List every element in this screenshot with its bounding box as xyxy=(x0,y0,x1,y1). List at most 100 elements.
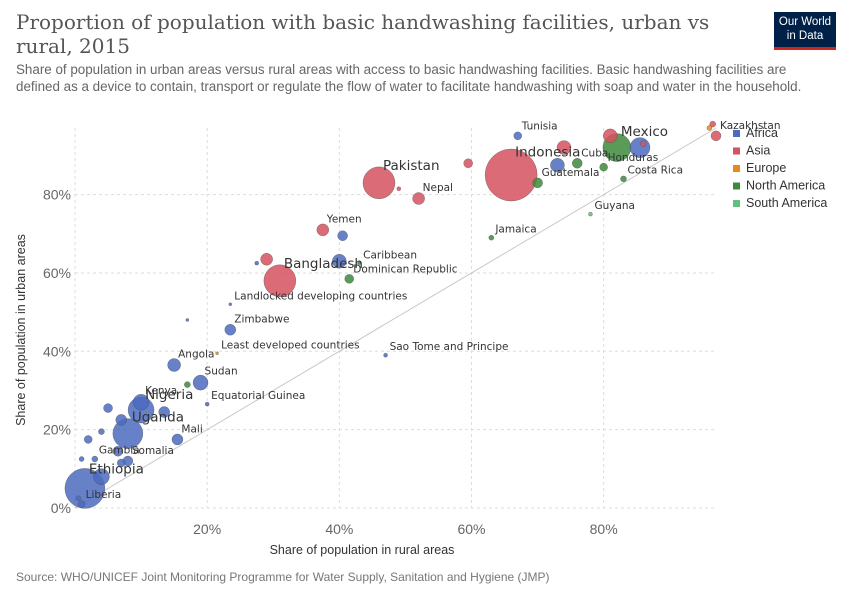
label-sudan: Sudan xyxy=(205,366,238,378)
label-cuba: Cuba xyxy=(581,148,608,160)
point-uganda[interactable] xyxy=(112,418,144,449)
point-zimbabwe[interactable] xyxy=(224,324,237,336)
point-yemen[interactable] xyxy=(316,223,330,237)
point[interactable] xyxy=(706,125,713,131)
point[interactable] xyxy=(254,260,259,266)
label-ethiopia: Ethiopia xyxy=(89,461,144,477)
point-labels: Tunisia Indonesia Pakistan Nepal Mexico Kazak… xyxy=(86,120,781,501)
x-tick-label: 60% xyxy=(457,521,485,537)
label-gambia: Gambia xyxy=(99,444,140,456)
y-axis-ticks: 0% 20% 40% 60% 80% xyxy=(43,187,71,516)
point-guyana[interactable] xyxy=(588,211,593,217)
legend-item-asia[interactable]: Asia xyxy=(746,144,770,158)
point-gambia[interactable] xyxy=(91,455,99,463)
point[interactable] xyxy=(75,495,82,501)
point[interactable] xyxy=(184,381,191,388)
point-jamaica[interactable] xyxy=(488,234,495,241)
owid-logo[interactable]: Our World in Data xyxy=(774,12,836,50)
label-landlocked-developing-countries: Landlocked developing countries xyxy=(234,290,407,302)
y-tick-label: 60% xyxy=(43,265,71,281)
point-caribbean[interactable] xyxy=(357,261,361,265)
legend-item-europe[interactable]: Europe xyxy=(746,161,786,175)
point[interactable] xyxy=(260,252,273,266)
label-bangladesh: Bangladesh xyxy=(284,256,363,272)
point-pakistan[interactable] xyxy=(362,166,396,200)
source-note: Source: WHO/UNICEF Joint Monitoring Prog… xyxy=(16,570,550,584)
point-nepal[interactable] xyxy=(412,192,425,205)
label-yemen: Yemen xyxy=(326,214,362,226)
point-sudan[interactable] xyxy=(192,374,209,391)
scatter-chart: 0% 20% 40% 60% 80% 20% 40% 60% 80% Tunisia Indon… xyxy=(14,120,827,557)
y-tick-label: 20% xyxy=(43,422,71,438)
point[interactable] xyxy=(98,428,105,435)
point-bangladesh[interactable] xyxy=(263,264,297,298)
x-tick-label: 40% xyxy=(325,521,353,537)
y-axis-label: Share of population in urban areas xyxy=(14,234,28,426)
point-angola[interactable] xyxy=(167,358,181,372)
label-pakistan: Pakistan xyxy=(383,158,440,174)
point[interactable] xyxy=(603,128,618,144)
legend-item-north-america[interactable]: North America xyxy=(746,179,825,193)
label-sao-tome-and-principe: Sao Tome and Principe xyxy=(390,341,509,353)
label-nepal: Nepal xyxy=(423,182,453,194)
y-tick-label: 80% xyxy=(43,187,71,203)
legend-swatch-africa xyxy=(733,130,740,137)
point[interactable] xyxy=(103,403,113,413)
point-indonesia[interactable] xyxy=(484,148,538,202)
point[interactable] xyxy=(83,435,93,444)
point[interactable] xyxy=(556,140,572,155)
label-kenya: Kenya xyxy=(145,385,177,397)
legend-item-africa[interactable]: Africa xyxy=(746,126,778,140)
point-dominican-republic[interactable] xyxy=(344,274,354,284)
point-liberia[interactable] xyxy=(77,500,86,508)
label-guyana: Guyana xyxy=(594,200,635,212)
point[interactable] xyxy=(93,468,110,485)
equality-line xyxy=(74,127,717,509)
point[interactable] xyxy=(337,230,348,241)
point[interactable] xyxy=(78,456,85,462)
point[interactable] xyxy=(463,158,473,169)
point-mali[interactable] xyxy=(171,433,184,446)
point-cuba[interactable] xyxy=(571,158,583,169)
legend-swatch-europe xyxy=(733,165,740,172)
point-equatorial-guinea[interactable] xyxy=(204,401,210,407)
point[interactable] xyxy=(332,253,347,269)
point[interactable] xyxy=(185,318,190,322)
point[interactable] xyxy=(550,157,565,173)
point-tunisia[interactable] xyxy=(513,131,523,141)
label-uganda: Uganda xyxy=(132,409,184,425)
point-landlocked-developing-countries[interactable] xyxy=(228,302,233,307)
point-kenya[interactable] xyxy=(132,393,150,411)
point[interactable] xyxy=(640,140,647,147)
point[interactable] xyxy=(117,458,126,468)
label-costa-rica: Costa Rica xyxy=(627,164,683,176)
label-mexico: Mexico xyxy=(621,124,668,140)
point[interactable] xyxy=(158,406,170,418)
label-somalia: Somalia xyxy=(132,445,174,457)
x-tick-label: 20% xyxy=(193,521,221,537)
label-tunisia: Tunisia xyxy=(521,121,558,133)
legend-swatch-south-america xyxy=(733,200,740,207)
point[interactable] xyxy=(115,414,128,426)
point-kazakhstan[interactable] xyxy=(710,130,722,142)
label-indonesia: Indonesia xyxy=(515,145,580,161)
label-honduras: Honduras xyxy=(608,152,659,164)
point-least-developed-countries[interactable] xyxy=(215,351,219,356)
x-axis-ticks: 20% 40% 60% 80% xyxy=(193,521,618,537)
label-zimbabwe: Zimbabwe xyxy=(234,314,289,326)
label-nigeria: Nigeria xyxy=(145,387,193,403)
point-guatemala[interactable] xyxy=(532,177,543,189)
point[interactable] xyxy=(112,445,124,457)
legend-swatch-asia xyxy=(733,147,740,155)
point[interactable] xyxy=(709,120,716,128)
label-angola: Angola xyxy=(178,348,214,360)
legend-item-south-america[interactable]: South America xyxy=(746,196,827,210)
point-honduras[interactable] xyxy=(599,162,608,172)
point[interactable] xyxy=(396,186,402,191)
point-costa-rica[interactable] xyxy=(620,175,627,183)
label-liberia: Liberia xyxy=(86,489,122,501)
data-points xyxy=(64,120,722,509)
logo-line-2: in Data xyxy=(786,30,824,42)
grid-lines xyxy=(74,128,716,509)
point-sao-tome-and-principe[interactable] xyxy=(383,352,388,358)
